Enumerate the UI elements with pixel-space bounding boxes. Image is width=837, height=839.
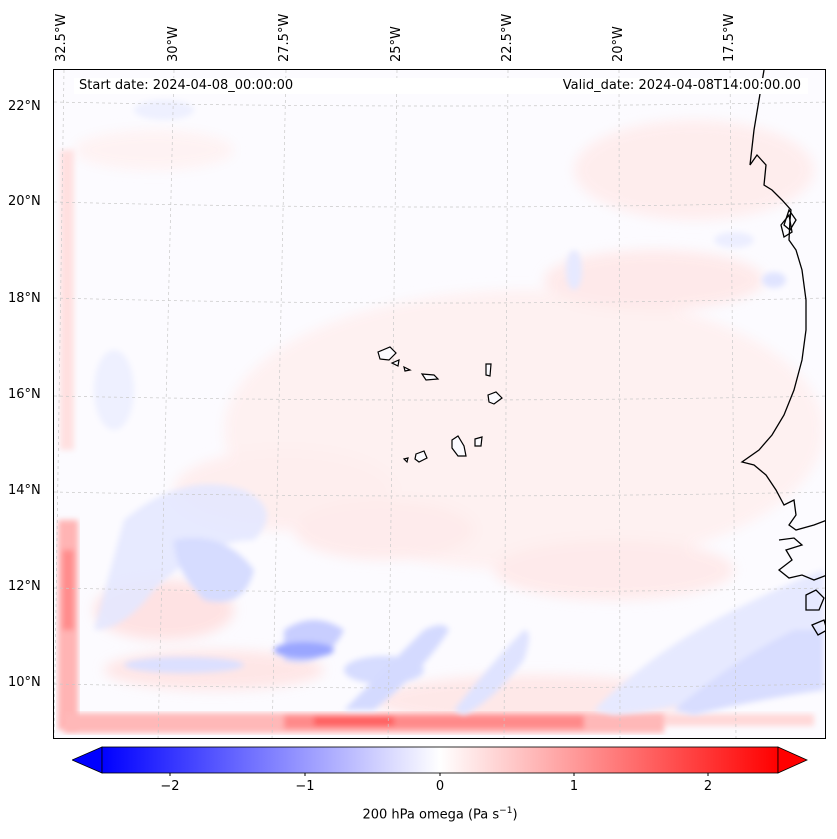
lat-label: 18°N xyxy=(8,291,41,306)
bottom-boundary-band xyxy=(64,713,814,733)
colorbar-label-text: 200 hPa omega (Pa s xyxy=(362,807,500,823)
colorbar-tick-label: 0 xyxy=(435,779,445,794)
negative-omega-areas xyxy=(94,100,824,715)
lon-label: 25°W xyxy=(389,26,404,62)
colorbar-gradient xyxy=(101,746,779,774)
lat-label: 10°N xyxy=(8,675,41,690)
date-info-bar: Start date: 2024-04-08_00:00:00 Valid_da… xyxy=(74,78,808,94)
colorbar-label: 200 hPa omega (Pa s−1) xyxy=(0,806,837,822)
colorbar-tick-label: −2 xyxy=(160,779,180,794)
graticule xyxy=(54,70,825,738)
cape-verde-islands xyxy=(377,346,503,464)
lat-label: 20°N xyxy=(8,194,41,209)
colorbar-tick-label: 2 xyxy=(703,779,713,794)
lon-label: 30°W xyxy=(166,26,181,62)
colorbar xyxy=(72,746,808,776)
lon-label: 17.5°W xyxy=(722,13,737,62)
colorbar-tick-marks xyxy=(169,773,709,776)
lon-label: 32.5°W xyxy=(54,13,69,62)
colorbar-label-close: ) xyxy=(512,807,518,823)
lat-label: 12°N xyxy=(8,579,41,594)
lat-label: 22°N xyxy=(8,99,41,114)
valid-date-label: Valid_date: 2024-04-08T14:00:00.00 xyxy=(562,78,801,93)
lon-label: 20°W xyxy=(611,26,626,62)
left-boundary-band xyxy=(58,150,78,730)
lat-label: 16°N xyxy=(8,387,41,402)
lon-label: 22.5°W xyxy=(500,13,515,62)
omega-field xyxy=(54,70,825,738)
colorbar-tick-label: 1 xyxy=(569,779,579,794)
lon-label: 27.5°W xyxy=(277,13,292,62)
coastline-africa xyxy=(740,70,825,636)
colorbar-extend-min xyxy=(72,746,103,774)
map-panel[interactable]: Start date: 2024-04-08_00:00:00 Valid_da… xyxy=(53,69,826,739)
start-date-label: Start date: 2024-04-08_00:00:00 xyxy=(79,78,294,93)
lat-label: 14°N xyxy=(8,483,41,498)
colorbar-tick-label: −1 xyxy=(295,779,315,794)
colorbar-label-exponent: −1 xyxy=(499,806,513,816)
colorbar-extend-max xyxy=(777,746,808,774)
